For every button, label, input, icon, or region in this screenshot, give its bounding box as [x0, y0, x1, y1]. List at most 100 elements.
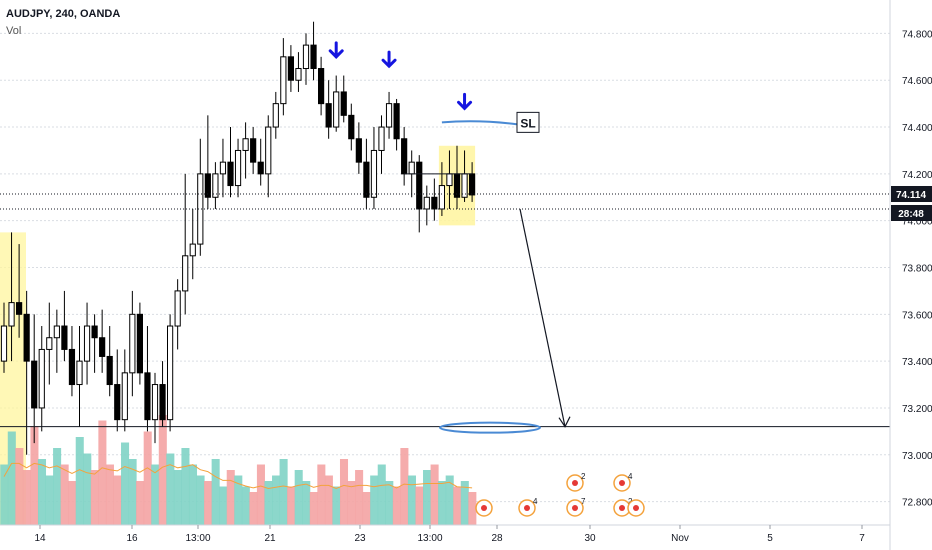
volume-bar	[98, 420, 107, 525]
volume-bar	[294, 470, 303, 525]
projection-arrow-line	[519, 208, 566, 427]
user-drawings: SL	[0, 41, 890, 434]
volume-bar	[151, 464, 160, 525]
candle-up	[242, 138, 249, 151]
volume-bar	[113, 475, 122, 525]
volume-bar	[136, 481, 145, 525]
candle-up	[272, 103, 279, 128]
time-tick-label: 13:00	[417, 533, 442, 544]
volume-bar	[7, 431, 16, 525]
volume-bar	[339, 459, 349, 525]
candle-down	[393, 103, 400, 140]
event-dot	[572, 505, 578, 511]
price-tick-label: 74.000	[902, 217, 932, 228]
candle-down	[318, 68, 325, 105]
event-dot	[619, 480, 625, 486]
candle-down	[144, 372, 151, 421]
price-tick-label: 74.600	[902, 76, 932, 87]
volume-bar	[445, 475, 454, 525]
economic-event-icon[interactable]: 4	[518, 497, 538, 517]
volume-bar	[249, 492, 258, 525]
candle-down	[99, 337, 106, 357]
volume-bar	[468, 492, 477, 525]
volume-bar	[158, 415, 167, 525]
candle-down	[16, 302, 23, 315]
volume-bar	[324, 475, 333, 525]
economic-event-icon[interactable]	[475, 499, 493, 517]
candle-down	[31, 360, 38, 409]
volume-bar	[181, 448, 190, 525]
candle-down	[348, 114, 355, 140]
volume-bar	[332, 486, 341, 525]
target-circle	[439, 421, 541, 434]
event-dot	[481, 505, 487, 511]
candle-down	[287, 56, 294, 81]
time-tick-label: 7	[859, 533, 865, 544]
candle-down	[355, 138, 362, 163]
event-count: 4	[628, 472, 633, 481]
candle-up	[265, 126, 272, 175]
economic-event-icon[interactable]: 2	[566, 472, 586, 492]
volume-bar	[400, 448, 409, 525]
symbol-title[interactable]: AUDJPY, 240, OANDA	[6, 8, 121, 20]
candle-up	[167, 325, 174, 421]
event-markers[interactable]: 42742	[475, 472, 645, 517]
volume-bar	[430, 464, 439, 525]
arrow-down-icon	[328, 41, 344, 59]
volume-bar	[166, 453, 175, 525]
volume-bar	[287, 486, 296, 525]
arrow-down-icon	[381, 50, 397, 69]
sl-label: SL	[520, 116, 535, 130]
volume-bar	[90, 470, 99, 525]
countdown-box	[891, 204, 932, 221]
volume-bar	[60, 464, 69, 525]
economic-event-icon[interactable]: 4	[613, 472, 633, 492]
event-dot	[524, 505, 530, 511]
price-tick-label: 73.600	[902, 310, 932, 321]
volume-bar	[264, 481, 273, 525]
volume-bar	[362, 492, 371, 525]
candle-up	[8, 302, 15, 327]
event-dot	[619, 505, 625, 511]
price-tick-label: 73.000	[902, 451, 932, 462]
price-tick-label: 74.400	[902, 123, 932, 134]
candle-up	[295, 68, 302, 81]
price-tick-label: 72.800	[902, 498, 932, 509]
candle-up	[182, 255, 189, 292]
last-price-box	[891, 185, 932, 202]
volume-bar	[105, 464, 114, 525]
candle-down	[340, 91, 347, 116]
candle-up	[53, 325, 60, 339]
price-tick-label: 73.200	[902, 404, 932, 415]
volume-bar	[75, 437, 84, 525]
price-tick-label: 73.400	[902, 357, 932, 368]
volume-bar	[385, 481, 394, 525]
volume-bar	[45, 475, 54, 525]
time-axis[interactable]: 14 16 13:00 21 23 13:00 28 30 Nov 5 7	[34, 525, 865, 544]
time-tick-label: 16	[126, 533, 138, 544]
volume-bar	[241, 486, 250, 525]
event-count: 7	[581, 497, 586, 506]
volume-bar	[0, 464, 9, 525]
volume-bar	[438, 481, 447, 525]
candle-up	[385, 103, 393, 128]
volume-bar	[15, 448, 24, 525]
candle-up	[302, 44, 310, 70]
candle-up	[280, 56, 287, 105]
candle-up	[333, 91, 340, 128]
last-price-badge: 74.114	[891, 185, 932, 202]
economic-event-icon[interactable]: 7	[566, 497, 586, 517]
volume-bar	[128, 459, 137, 525]
candle-down	[91, 325, 98, 339]
sl-box	[516, 111, 540, 133]
candle-down	[431, 196, 438, 210]
economic-event-icon[interactable]	[627, 499, 645, 517]
volume-indicator-label[interactable]: Vol	[6, 25, 22, 37]
candle-up	[83, 325, 91, 362]
volume-bar	[188, 464, 198, 525]
volume-bar	[204, 481, 213, 525]
volume-bar	[226, 470, 235, 525]
volume-bar	[121, 442, 130, 525]
